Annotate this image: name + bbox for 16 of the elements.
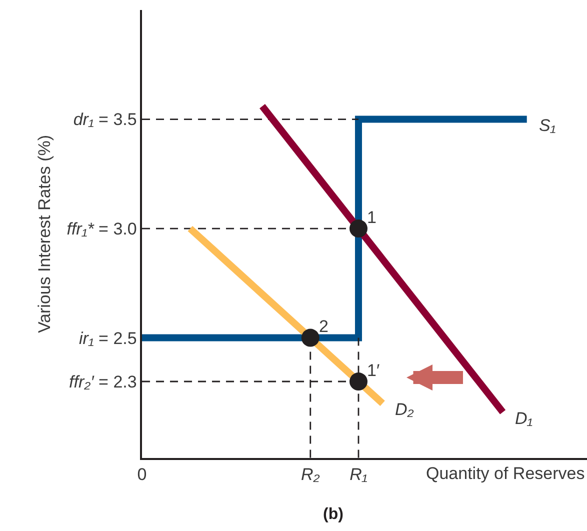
y-tick-label: ffr₁* = 3.0 (66, 219, 137, 238)
text: (b) (323, 506, 344, 523)
x-tick-label: R₁ (350, 465, 368, 484)
annotation: 1′ (367, 361, 380, 380)
x-tick-label: R₂ (300, 465, 320, 484)
y-tick-label: ffr₂′ = 2.3 (69, 372, 137, 392)
series-label: D₂ (395, 400, 414, 419)
x-tick-label: 0 (137, 465, 147, 484)
series-label: D₁ (515, 409, 533, 428)
x-axis-title: Quantity of Reserves (426, 464, 585, 483)
annotation: 2 (319, 317, 328, 336)
y-axis-title: Various Interest Rates (%) (34, 134, 54, 334)
series-label: S₁ (539, 116, 556, 135)
annotation: 1 (367, 208, 376, 227)
y-tick-label: dr₁ = 3.5 (73, 110, 137, 130)
y-tick-label: ir₁ = 2.5 (79, 328, 137, 348)
